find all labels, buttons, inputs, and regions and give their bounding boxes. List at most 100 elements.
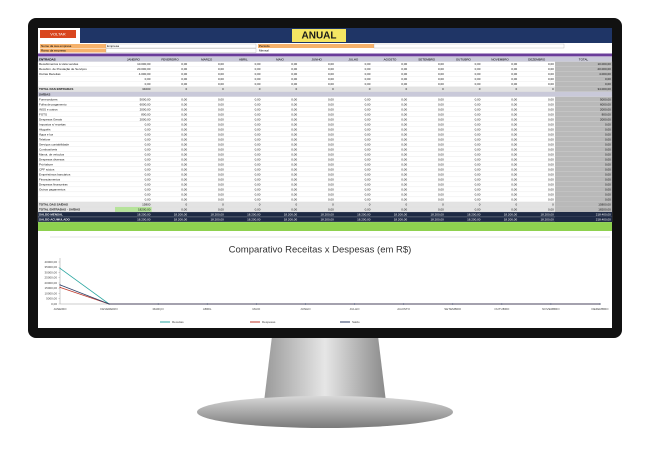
series-point (452, 303, 454, 305)
cell-value: 0,00 (145, 82, 151, 86)
cell-value: 0,00 (255, 207, 261, 211)
row-label: TOTAL DAS ENTRADAS (39, 87, 73, 91)
cell-value: 0,00 (145, 182, 151, 186)
cell-value: 0,00 (438, 117, 444, 121)
table-row (37, 66, 613, 72)
cell-value: 0 (259, 202, 261, 206)
cell-value: 0 (552, 87, 554, 91)
row-label: Folha de pagamento (39, 102, 67, 106)
cell-value: 0 (405, 87, 407, 91)
cell-value: 0,00 (438, 77, 444, 81)
cell-value: 0,00 (511, 142, 517, 146)
cell-value: 0,00 (181, 192, 187, 196)
total-cell (555, 76, 612, 82)
cell-value: 0,00 (328, 182, 334, 186)
table-row (37, 61, 613, 67)
table-row (37, 71, 613, 77)
y-tick-label: 5000,00 (46, 297, 57, 301)
cell-value: 0,00 (511, 172, 517, 176)
cell-value: 0,00 (145, 147, 151, 151)
cell-value: 0,00 (145, 122, 151, 126)
cell-value: 0,00 (218, 102, 224, 106)
y-tick-label: 35000,00 (44, 265, 57, 269)
cell-value: 18.200,00 (174, 217, 188, 221)
back-button[interactable] (40, 30, 76, 38)
cell-value: 0,00 (328, 97, 334, 101)
table-row (37, 191, 613, 198)
month-header: ABRIL (239, 57, 248, 61)
cell-value: 0,00 (548, 197, 554, 201)
table-row (37, 96, 613, 102)
cell-value: 0,00 (255, 142, 261, 146)
cell-value: 0,00 (438, 197, 444, 201)
total-cell (555, 141, 612, 147)
label-cell (40, 44, 106, 48)
row-label: Impostos s/ receitas (39, 122, 66, 126)
cell-value: 0,00 (401, 67, 407, 71)
cell-value: 0,00 (255, 152, 261, 156)
month-header: NOVEMBRO (491, 57, 509, 61)
value-cell (105, 43, 257, 49)
series-point (206, 303, 208, 305)
cell-value: 0,00 (218, 137, 224, 141)
cell-value: 0,00 (255, 147, 261, 151)
cell-value: 0,00 (328, 132, 334, 136)
cell-value: 0,00 (401, 82, 407, 86)
row-label: Recebim. de Prestação de Serviços (39, 67, 87, 71)
cell-value: 0,00 (328, 142, 334, 146)
cell-value: 18.200,00 (320, 217, 334, 221)
series-point (59, 284, 61, 286)
cell-value: 18.200,00 (174, 212, 188, 216)
table-row (37, 141, 613, 147)
cell-value: 0,00 (255, 62, 261, 66)
series-point (59, 286, 61, 289)
table-row (37, 86, 613, 92)
cell-value: 0,00 (255, 127, 261, 131)
cell-value: 0,00 (328, 102, 334, 106)
cell-value: 0,00 (145, 77, 151, 81)
cell-value: 0,00 (401, 192, 407, 196)
series-point (59, 267, 61, 269)
table-row (37, 126, 613, 132)
row-label: INSS e outros (39, 107, 58, 111)
cell-value: 0,00 (145, 152, 151, 156)
month-header: DEZEMBRO (528, 57, 546, 61)
cell-value: 15800,00 (598, 202, 611, 206)
cell-value: 0,00 (328, 117, 334, 121)
cell-value: 0 (405, 202, 407, 206)
cell-value: 18.200,00 (394, 217, 408, 221)
cell-value: 0,00 (255, 192, 261, 196)
cell-value: 0,00 (145, 132, 151, 136)
cell-value: 0,00 (401, 137, 407, 141)
cell-value: 0 (515, 202, 517, 206)
stand-neck (264, 336, 386, 402)
cell-value: 0,00 (475, 157, 481, 161)
cell-value: 0,00 (605, 122, 611, 126)
cell-value: 0 (185, 87, 187, 91)
back-button-label[interactable]: VOLTAR (50, 31, 66, 36)
cell-value: 0,00 (365, 167, 371, 171)
cell-value: 0,00 (328, 177, 334, 181)
cell-value: 0,00 (365, 82, 371, 86)
cell-value: 0,00 (181, 72, 187, 76)
cell-value: 0,00 (548, 82, 554, 86)
row-label: SALDO MENSAL (39, 212, 63, 216)
row-label: FGTS (39, 112, 47, 116)
month-header: AGOSTO (384, 57, 397, 61)
cell-value: 0,00 (181, 197, 187, 201)
cell-value: 0,00 (548, 122, 554, 126)
cell-value: 18.200,00 (137, 217, 151, 221)
cell-value: 0,00 (548, 157, 554, 161)
table-row (37, 91, 613, 97)
cell-value: 0,00 (218, 197, 224, 201)
cell-value: 0,00 (218, 187, 224, 191)
cell-value: 0,00 (218, 97, 224, 101)
cell-value: 0,00 (291, 132, 297, 136)
cell-value: 0 (442, 87, 444, 91)
cell-value: 0,00 (401, 112, 407, 116)
cell-value: 0,00 (291, 112, 297, 116)
cell-value: 0,00 (181, 142, 187, 146)
cell-value: 0,00 (438, 82, 444, 86)
cell-value: 0,00 (181, 112, 187, 116)
cell-value: 0,00 (438, 167, 444, 171)
